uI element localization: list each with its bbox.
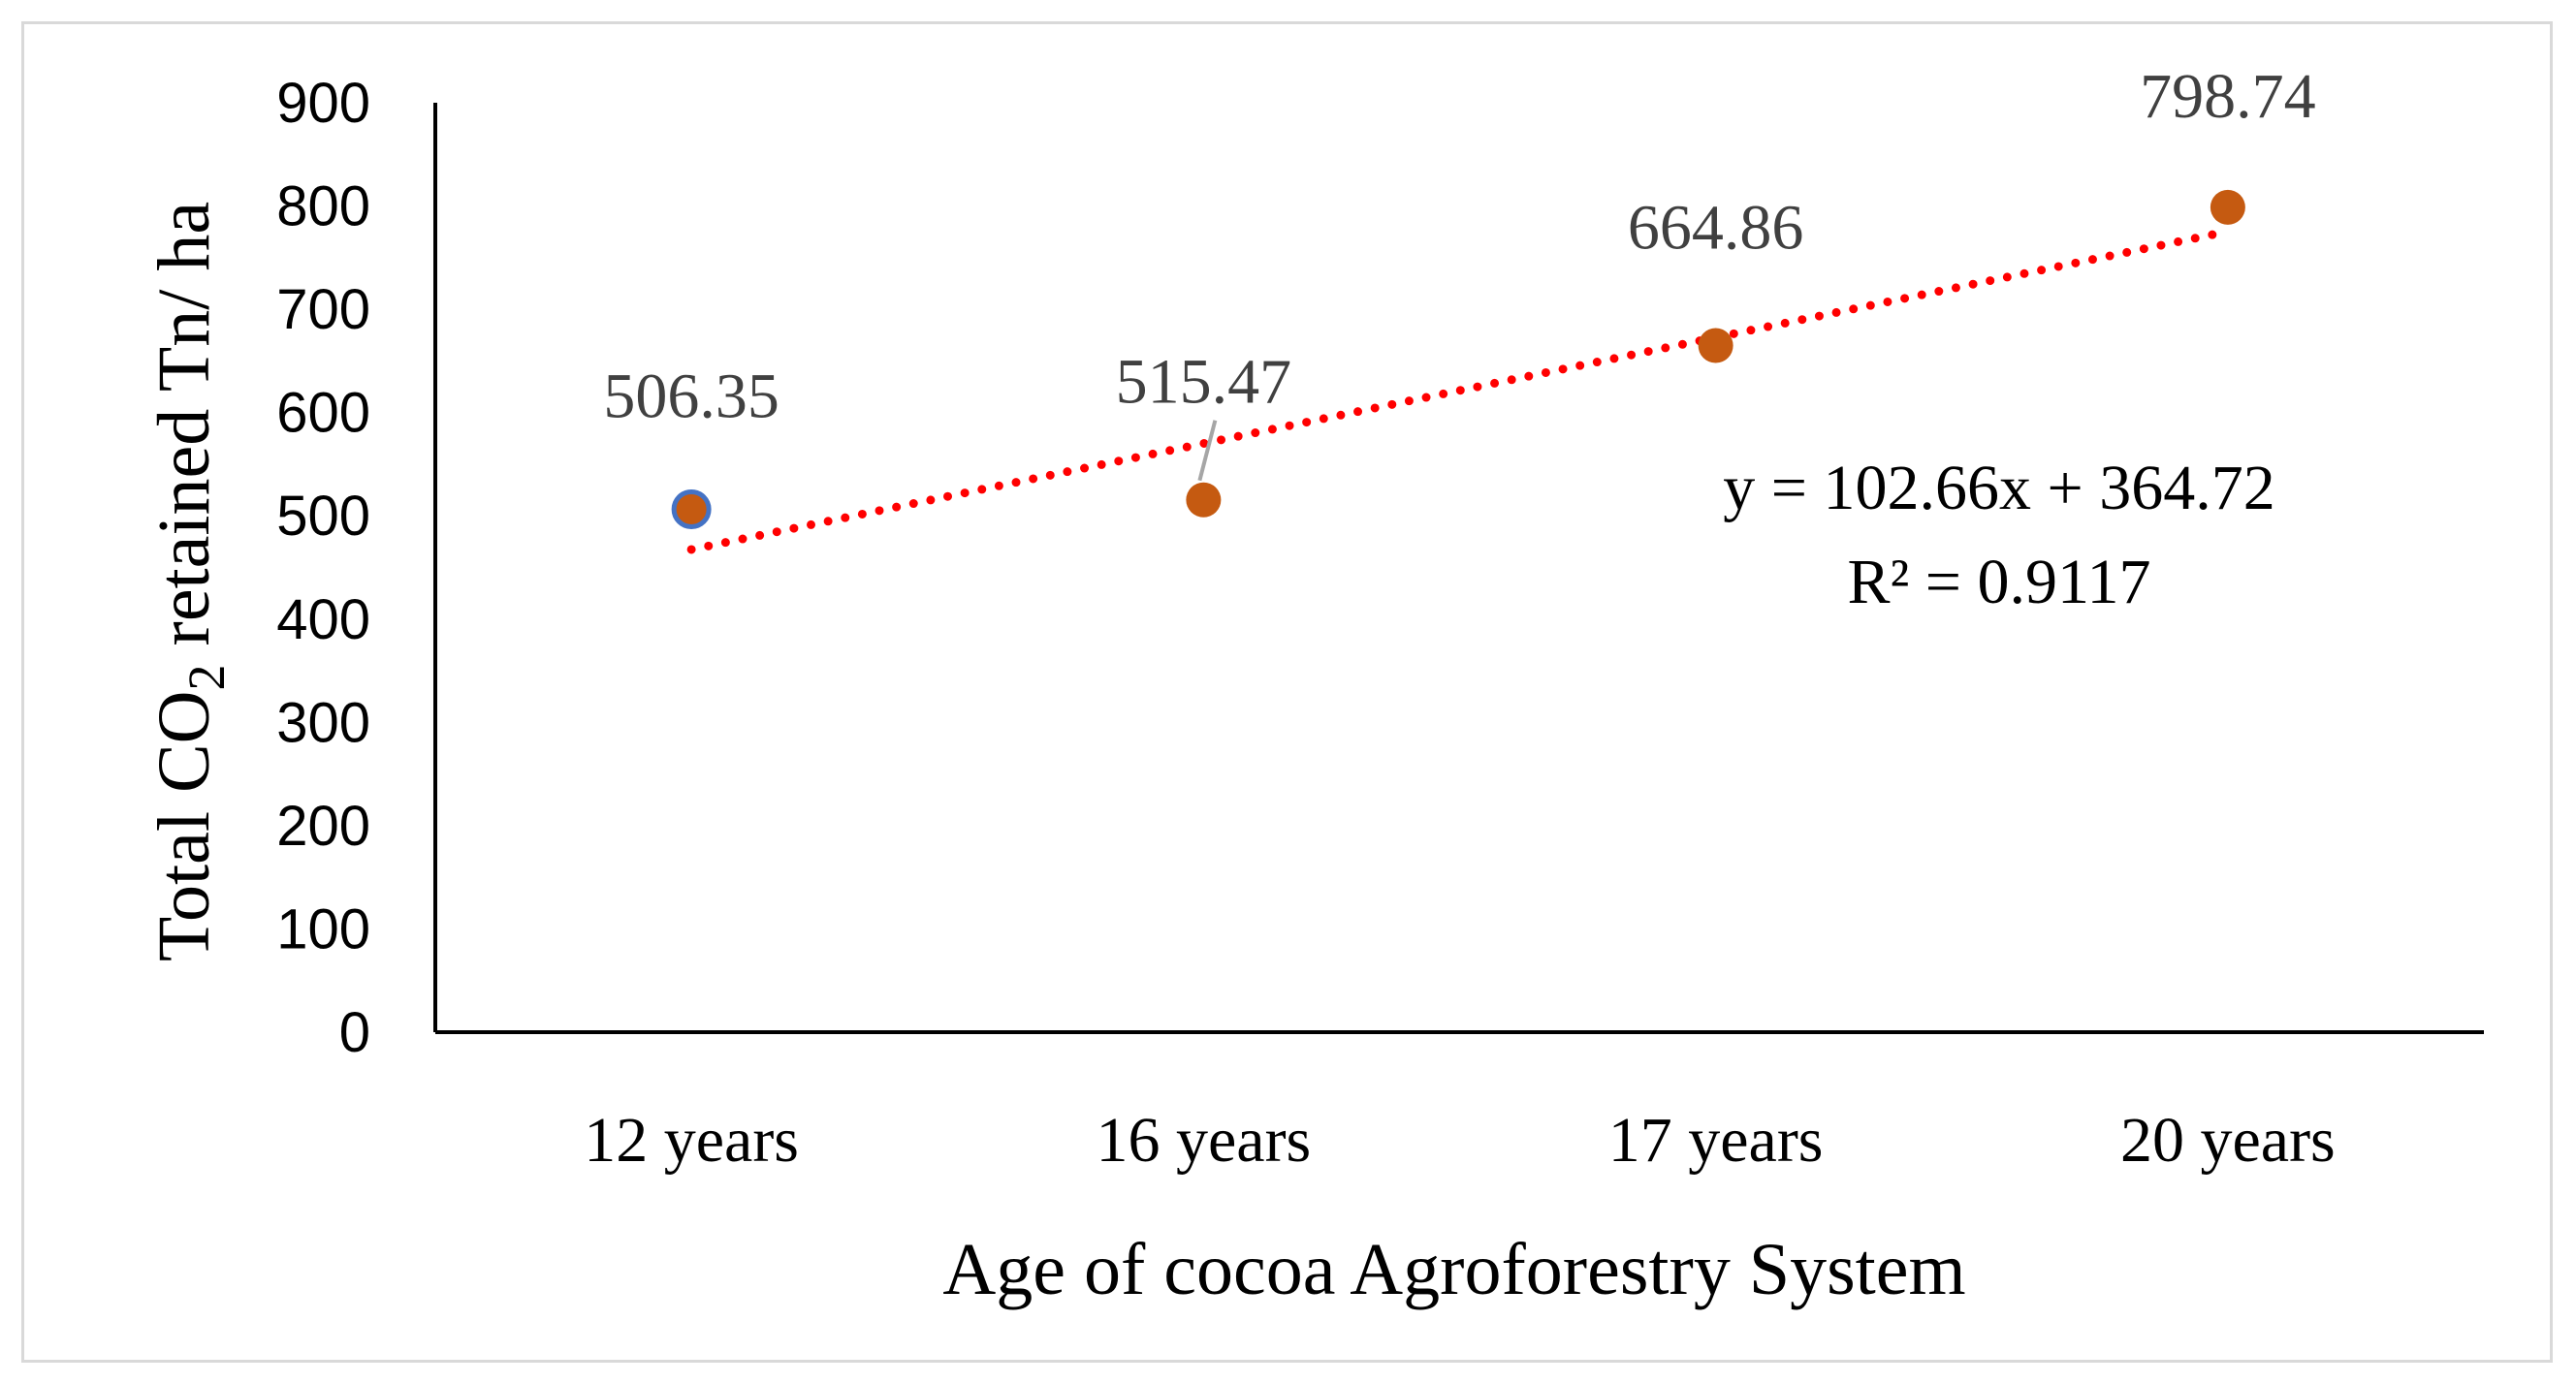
- data-label-leader-line: [1197, 420, 1218, 482]
- data-point: [2210, 189, 2245, 225]
- y-tick-label: 0: [339, 1001, 370, 1064]
- y-tick-label: 700: [276, 278, 370, 341]
- data-label: 515.47: [1116, 347, 1292, 418]
- trendline-equation: y = 102.66x + 364.72: [1723, 453, 2274, 523]
- data-point: [1186, 482, 1222, 518]
- data-point: [671, 488, 712, 529]
- x-tick-label: 12 years: [584, 1105, 799, 1176]
- data-label: 798.74: [2140, 61, 2316, 132]
- x-tick-labels: 12 years 16 years 17 years 20 years: [584, 1105, 2336, 1176]
- x-tick-label: 20 years: [2120, 1105, 2336, 1176]
- trendline-r-squared: R² = 0.9117: [1847, 547, 2150, 617]
- data-labels: 506.35 515.47 664.86 798.74: [603, 61, 2316, 482]
- y-axis-title-prefix: Total CO: [143, 690, 225, 961]
- y-tick-label: 800: [276, 175, 370, 238]
- y-tick-label: 400: [276, 588, 370, 651]
- y-tick-label: 900: [276, 72, 370, 135]
- data-label: 506.35: [603, 361, 779, 431]
- data-label: 664.86: [1628, 193, 1804, 264]
- x-axis-title: Age of cocoa Agroforestry System: [942, 1229, 1965, 1310]
- y-tick-label: 500: [276, 485, 370, 548]
- y-axis-title-suffix: retained Tn/ ha: [143, 202, 225, 665]
- trendline: [686, 227, 2233, 554]
- y-tick-label: 200: [276, 795, 370, 858]
- y-tick-label: 100: [276, 897, 370, 960]
- y-axis-title: Total CO2 retained Tn/ ha: [143, 202, 236, 961]
- data-points: [671, 189, 2245, 529]
- y-tick-labels: 0 100 200 300 400 500 600 700 800 900: [276, 72, 370, 1064]
- chart-frame: [21, 21, 2553, 1363]
- y-tick-label: 300: [276, 691, 370, 754]
- data-point: [1698, 328, 1733, 363]
- x-tick-label: 16 years: [1096, 1105, 1311, 1176]
- y-tick-label: 600: [276, 382, 370, 445]
- y-axis-title-subscript: 2: [177, 664, 236, 690]
- x-tick-label: 17 years: [1608, 1105, 1824, 1176]
